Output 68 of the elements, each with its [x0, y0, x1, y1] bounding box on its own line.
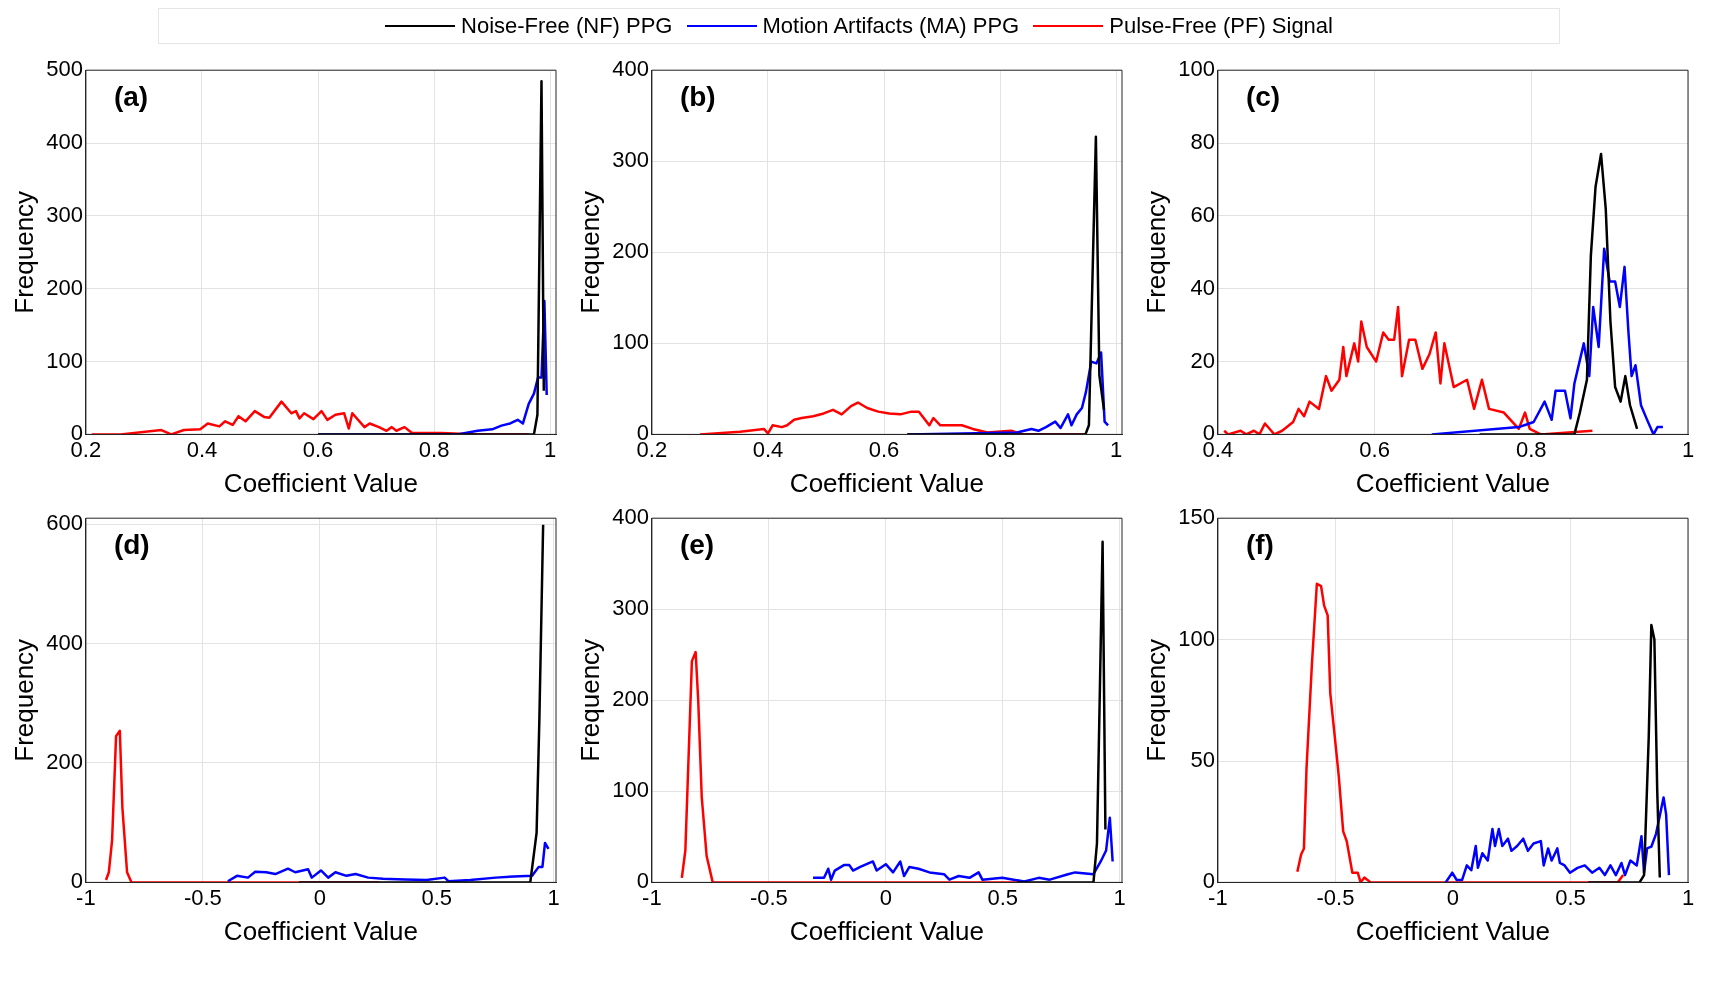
x-tick-label: 0.8 — [984, 436, 1016, 462]
y-tick-label: 200 — [46, 749, 83, 775]
x-tick-label: 0 — [313, 884, 326, 910]
x-axis-title: Coefficient Value — [223, 467, 419, 498]
x-axis-title: Coefficient Value — [223, 915, 419, 946]
y-tick-label: 100 — [1178, 56, 1215, 82]
annotation: (c) — [1245, 80, 1281, 112]
y-tick-label: 300 — [612, 595, 649, 621]
annotation: (f) — [1245, 528, 1274, 560]
y-tick-label: 400 — [46, 629, 83, 655]
y-tick-label: 20 — [1190, 347, 1215, 373]
y-tick-label: 400 — [46, 129, 83, 155]
x-tick-label: 0.6 — [1359, 436, 1390, 462]
x-tick-label: 1 — [1113, 884, 1126, 910]
x-tick-label: -0.5 — [749, 884, 788, 910]
y-tick-label: 400 — [612, 504, 649, 530]
x-tick-label: 1 — [1110, 436, 1123, 462]
x-tick-label: 0.5 — [1555, 884, 1586, 910]
y-tick-label: 500 — [46, 56, 83, 82]
x-tick-label: 0.5 — [987, 884, 1019, 910]
y-tick-label: 600 — [46, 510, 83, 536]
y-tick-label: 40 — [1190, 274, 1215, 300]
x-tick-label: 1 — [544, 436, 557, 462]
x-tick-label: 0 — [1446, 884, 1460, 910]
legend-label: Pulse-Free (PF) Signal — [1109, 13, 1333, 39]
x-tick-label: -0.5 — [183, 884, 222, 910]
x-axis-title: Coefficient Value — [1355, 467, 1551, 498]
x-tick-label: 1 — [1681, 884, 1695, 910]
annotation: (b) — [679, 80, 716, 112]
y-tick-label: 200 — [612, 686, 649, 712]
x-tick-label: -0.5 — [1316, 884, 1355, 910]
x-tick-label: 0 — [879, 884, 892, 910]
annotation: (a) — [113, 80, 149, 112]
x-tick-label: 0.8 — [418, 436, 450, 462]
x-tick-label: 0.4 — [186, 436, 218, 462]
y-axis-title: Frequency — [8, 638, 39, 762]
annotation: (d) — [113, 528, 150, 560]
y-tick-label: 50 — [1190, 747, 1215, 773]
y-tick-label: 150 — [1178, 504, 1215, 530]
y-tick-label: 80 — [1190, 129, 1215, 155]
x-tick-label: 0.8 — [1516, 436, 1547, 462]
x-axis-title: Coefficient Value — [789, 467, 985, 498]
x-tick-label: 0.4 — [752, 436, 784, 462]
x-axis-title: Coefficient Value — [789, 915, 985, 946]
y-tick-label: 300 — [612, 147, 649, 173]
y-tick-label: 60 — [1190, 201, 1215, 227]
x-tick-label: 0.5 — [421, 884, 453, 910]
y-tick-label: 200 — [612, 238, 649, 264]
y-tick-label: 100 — [1178, 625, 1215, 651]
y-tick-label: 100 — [46, 347, 83, 373]
x-tick-label: 0.6 — [302, 436, 334, 462]
legend-label: Motion Artifacts (MA) PPG — [762, 13, 1020, 39]
y-axis-title: Frequency — [574, 638, 605, 762]
y-axis-title: Frequency — [8, 190, 39, 314]
x-tick-label: 1 — [1681, 436, 1695, 462]
annotation: (e) — [679, 528, 715, 560]
y-axis-title: Frequency — [1140, 638, 1171, 762]
y-tick-label: 200 — [46, 274, 83, 300]
y-tick-label: 100 — [612, 777, 649, 803]
y-axis-title: Frequency — [574, 190, 605, 314]
y-tick-label: 300 — [46, 201, 83, 227]
x-axis-title: Coefficient Value — [1355, 915, 1551, 946]
x-tick-label: 1 — [547, 884, 560, 910]
y-axis-title: Frequency — [1140, 190, 1171, 314]
y-tick-label: 100 — [612, 329, 649, 355]
legend-label: Noise-Free (NF) PPG — [461, 13, 673, 39]
x-tick-label: 0.6 — [868, 436, 900, 462]
y-tick-label: 400 — [612, 56, 649, 82]
